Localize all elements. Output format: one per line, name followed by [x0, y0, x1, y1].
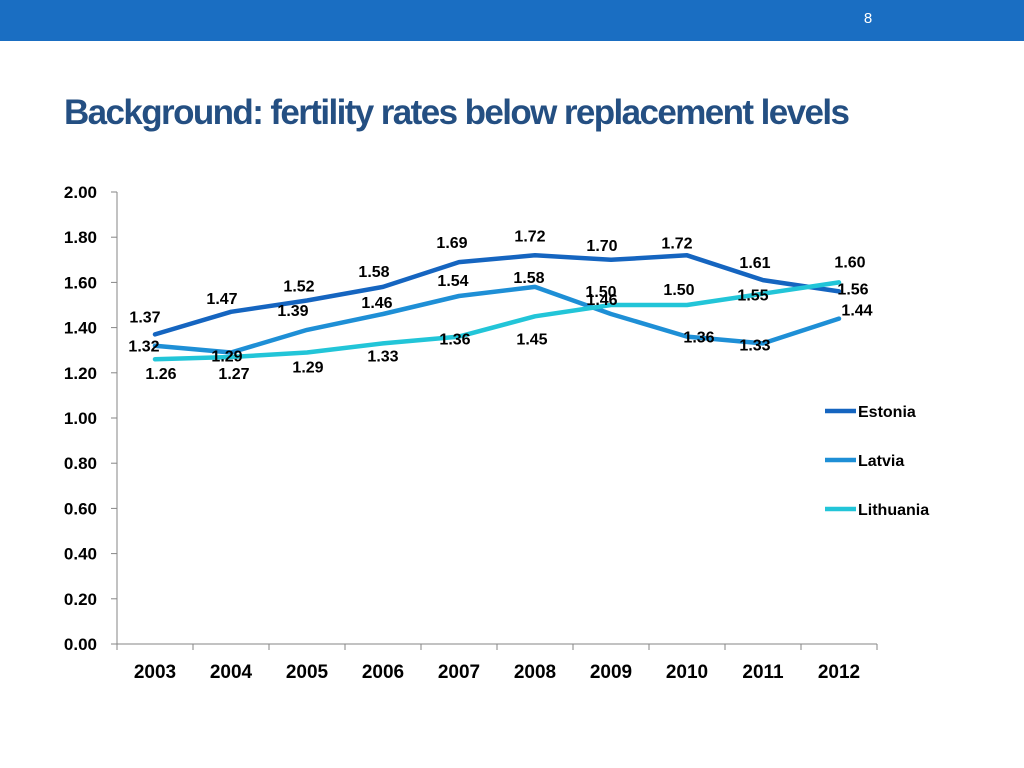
data-label: 1.50: [663, 282, 694, 299]
series-line-latvia: [152, 284, 842, 355]
data-label: 1.56: [837, 281, 868, 298]
legend-item-lithuania: Lithuania: [825, 502, 929, 519]
data-label: 1.55: [737, 288, 768, 305]
data-label: 1.50: [585, 284, 616, 301]
top-bar: 8: [0, 0, 1024, 41]
y-tick-label: 0.80: [64, 454, 97, 473]
y-tick-label: 1.00: [64, 409, 97, 428]
legend-label: Lithuania: [858, 502, 929, 519]
data-labels: 1.37 1.47 1.52 1.58 1.69 1.72 1.70 1.72 1.61 1.56…: [128, 228, 872, 383]
data-label: 1.36: [439, 332, 470, 349]
x-tick-label: 2005: [286, 662, 329, 683]
data-label: 1.47: [206, 291, 237, 308]
slide-title: Background: fertility rates below replac…: [64, 93, 850, 132]
data-label: 1.72: [514, 228, 545, 245]
y-tick-label: 1.20: [64, 364, 97, 383]
data-label: 1.44: [841, 303, 872, 320]
y-tick-label: 0.20: [64, 590, 97, 609]
data-label: 1.37: [129, 309, 160, 326]
y-tick-label: 0.00: [64, 635, 97, 654]
data-label: 1.29: [292, 359, 323, 376]
data-label: 1.69: [436, 235, 467, 252]
data-label: 1.26: [145, 366, 176, 383]
x-tick-label: 2008: [514, 662, 556, 683]
x-tick-label: 2010: [666, 662, 708, 683]
data-label: 1.61: [739, 255, 770, 272]
data-label: 1.29: [211, 348, 242, 365]
data-label: 1.58: [358, 264, 389, 281]
data-label: 1.46: [361, 295, 392, 312]
data-label: 1.70: [586, 238, 617, 255]
x-tick-label: 2012: [818, 662, 860, 683]
series-lines: [152, 253, 842, 362]
y-tick-label: 0.40: [64, 545, 97, 564]
legend-label: Latvia: [858, 453, 904, 470]
y-tick-label: 1.40: [64, 319, 97, 338]
x-tick-label: 2004: [210, 662, 253, 683]
x-tick-label: 2006: [362, 662, 404, 683]
data-label: 1.46: [586, 292, 617, 309]
data-label: 1.54: [437, 273, 468, 290]
legend-item-latvia: Latvia: [825, 453, 904, 470]
data-label: 1.72: [661, 235, 692, 252]
data-label: 1.39: [277, 303, 308, 320]
data-label: 1.36: [683, 330, 714, 347]
slide-number: 8: [863, 10, 873, 27]
data-label: 1.32: [128, 339, 159, 356]
x-tick-label: 2007: [438, 662, 480, 683]
data-label: 1.60: [834, 254, 865, 271]
chart-legend: Estonia Latvia Lithuania: [825, 404, 929, 519]
x-tick-label: 2011: [742, 662, 784, 683]
x-tick-label: 2009: [590, 662, 632, 683]
data-label: 1.58: [513, 270, 544, 287]
y-tick-label: 0.60: [64, 499, 97, 518]
data-label: 1.33: [367, 348, 398, 365]
y-tick-label: 2.00: [64, 183, 97, 202]
legend-item-estonia: Estonia: [825, 404, 916, 421]
legend-label: Estonia: [858, 404, 916, 421]
chart-axes: 0.00 0.20 0.40 0.60 0.80 1.00 1.20 1.40 1.60 1.80…: [64, 183, 878, 683]
y-tick-label: 1.60: [64, 273, 97, 292]
data-label: 1.33: [739, 337, 770, 354]
series-line-estonia: [152, 253, 842, 337]
x-tick-label: 2003: [134, 662, 176, 683]
data-label: 1.52: [283, 278, 314, 295]
data-label: 1.27: [218, 366, 249, 383]
series-line-lithuania: [152, 280, 842, 362]
data-label: 1.45: [516, 331, 547, 348]
y-tick-label: 1.80: [64, 228, 97, 247]
